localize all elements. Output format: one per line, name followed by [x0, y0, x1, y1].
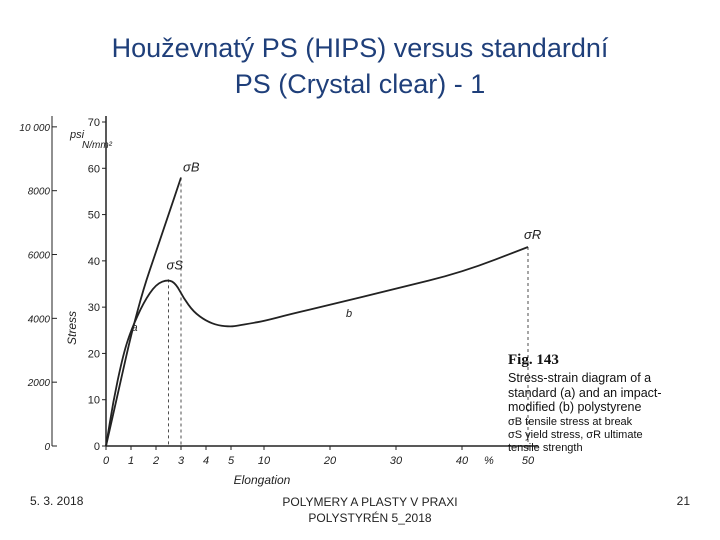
x-tick-label: 30: [390, 455, 403, 467]
y-tick-label-nmm2: 30: [88, 302, 100, 314]
figure-note-break: σB tensile stress at break: [508, 415, 633, 428]
figure-caption: Fig. 143 Stress-strain diagram of a stan…: [508, 352, 668, 454]
annotation-label: σB: [183, 160, 200, 175]
y-tick-label-nmm2: 70: [88, 117, 100, 129]
y-axis-label: Stress: [65, 311, 79, 345]
page-number: 21: [676, 494, 690, 508]
x-tick-label: 10: [258, 455, 271, 467]
y-tick-label-nmm2: 40: [88, 256, 100, 268]
figure-number: Fig. 143: [508, 352, 559, 368]
y-tick-label-nmm2: 10: [88, 395, 100, 407]
annotation-label: σS: [167, 257, 184, 272]
x-tick-label: 4: [203, 455, 209, 467]
y-tick-label-nmm2: 60: [88, 163, 100, 175]
slide-title-line2: PS (Crystal clear) - 1: [234, 69, 486, 99]
y-tick-label-nmm2: 20: [88, 348, 100, 360]
curve-b: [105, 246, 529, 447]
x-tick-label: 5: [228, 455, 235, 467]
y-tick-label-nmm2: 0: [94, 441, 100, 453]
y-tick-label-psi: 2000: [27, 378, 51, 389]
y-tick-label-psi: 10 000: [19, 123, 50, 134]
y-unit-nmm2: N/mm²: [82, 140, 113, 151]
x-tick-label: 1: [128, 455, 134, 467]
y-tick-label-psi: 0: [44, 442, 50, 453]
x-tick-label: 50: [522, 455, 535, 467]
footer-center-line1: POLYMERY A PLASTY V PRAXI: [282, 495, 458, 509]
curve-label-a: a: [132, 322, 138, 334]
footer-center: POLYMERY A PLASTY V PRAXI POLYSTYRÉN 5_2…: [220, 494, 520, 526]
x-tick-label: 20: [323, 455, 337, 467]
y-tick-label-nmm2: 50: [88, 210, 100, 222]
y-unit-psi: psi: [69, 129, 85, 141]
annotation-label: σR: [524, 227, 541, 242]
stress-strain-figure: 0 10 20 30 40 50 60 70 0 2000 4000 6000 8000 10 000 0 1…: [10, 108, 670, 498]
y-tick-label-psi: 6000: [28, 251, 51, 262]
footer-center-line2: POLYSTYRÉN 5_2018: [308, 511, 432, 525]
footer-date: 5. 3. 2018: [30, 494, 84, 508]
y-tick-label-psi: 8000: [28, 187, 51, 198]
x-tick-label: 0: [103, 455, 110, 467]
figure-caption-text: Stress-strain diagram of a standard (a) …: [508, 371, 662, 414]
curve-label-b: b: [346, 308, 352, 320]
x-unit: %: [484, 455, 494, 467]
slide-title-line1: Houževnatý PS (HIPS) versus standardní: [111, 33, 609, 63]
x-tick-label: 3: [178, 455, 185, 467]
x-axis-label: Elongation: [234, 473, 291, 487]
y-tick-label-psi: 4000: [28, 314, 51, 325]
stress-strain-chart: 0 10 20 30 40 50 60 70 0 2000 4000 6000 8000 10 000 0 1…: [19, 116, 541, 487]
figure-note-yield: σS yield stress, σR ultimate tensile str…: [508, 429, 643, 454]
curve-a: [105, 177, 182, 447]
slide-title: Houževnatý PS (HIPS) versus standardní P…: [20, 30, 700, 102]
x-tick-label: 40: [456, 455, 469, 467]
x-tick-label: 2: [152, 455, 159, 467]
